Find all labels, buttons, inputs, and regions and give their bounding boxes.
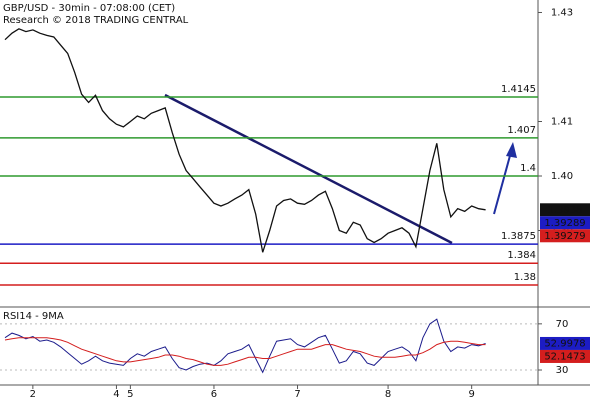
y-tick-label: 1.43 (551, 7, 573, 18)
level-label: 1.407 (507, 125, 536, 136)
y-tick-label: 1.41 (551, 116, 573, 127)
level-label: 1.3875 (501, 231, 536, 242)
series-line (4, 318, 486, 374)
y-tick-label: 30 (556, 365, 569, 376)
price-box-label: 1.39289 (544, 218, 585, 229)
price-box-label: 52.9978 (544, 338, 585, 349)
forecast-arrow (493, 151, 512, 215)
x-tick-label: 9 (468, 389, 474, 400)
price-box-label: 1.39279 (544, 231, 585, 242)
price-box-label: 52.1473 (544, 351, 585, 362)
x-tick-label: 6 (211, 389, 217, 400)
y-tick-label: 1.40 (551, 171, 573, 182)
x-tick-label: 2 (30, 389, 36, 400)
x-tick-label: 8 (385, 389, 391, 400)
level-label: 1.38 (514, 272, 536, 283)
x-tick-label: 5 (127, 389, 133, 400)
x-tick-label: 4 (113, 389, 119, 400)
price-box (540, 203, 590, 217)
level-label: 1.4 (520, 163, 536, 174)
price-box (540, 349, 590, 363)
chart-subtitle: Research © 2018 TRADING CENTRAL (3, 15, 189, 26)
trend-line (164, 93, 453, 245)
rsi-title: RSI14 - 9MA (3, 311, 64, 322)
arrow-head (506, 142, 517, 158)
level-label: 1.4145 (501, 84, 536, 95)
price-box (540, 229, 590, 243)
level-label: 1.384 (507, 250, 536, 261)
price-box (540, 336, 590, 350)
price-box-label: 1.3938 (548, 205, 583, 216)
chart-title: GBP/USD - 30min - 07:08:00 (CET) (3, 3, 175, 14)
x-tick-label: 7 (294, 389, 300, 400)
price-box (540, 216, 590, 230)
series-line (4, 28, 486, 253)
series-line (4, 337, 486, 366)
y-tick-label: 70 (556, 319, 569, 330)
